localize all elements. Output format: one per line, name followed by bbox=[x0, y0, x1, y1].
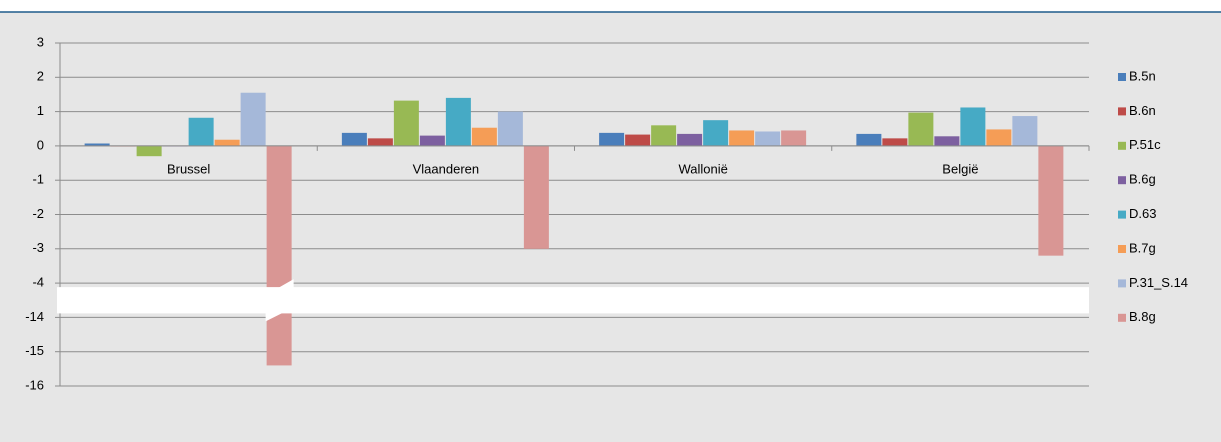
y-tick-label: 1 bbox=[37, 103, 44, 118]
y-tick-label: -4 bbox=[32, 275, 44, 290]
bar bbox=[781, 130, 807, 146]
legend-label: D.63 bbox=[1129, 206, 1156, 221]
bar bbox=[1012, 116, 1038, 146]
y-tick-label: -1 bbox=[32, 172, 44, 187]
legend-label: P.31_S.14 bbox=[1129, 275, 1188, 290]
bar bbox=[84, 143, 110, 146]
axis-break bbox=[265, 279, 294, 322]
y-tick-label: -3 bbox=[32, 240, 44, 255]
bar bbox=[651, 125, 677, 146]
y-tick-label: -16 bbox=[25, 377, 44, 392]
bar bbox=[703, 120, 729, 146]
legend-swatch bbox=[1118, 107, 1126, 116]
legend-label: B.5n bbox=[1129, 68, 1156, 83]
bar bbox=[266, 145, 292, 366]
y-tick-label: -15 bbox=[25, 343, 44, 358]
bar bbox=[497, 111, 523, 146]
y-tick-label: -14 bbox=[25, 309, 44, 324]
legend-swatch bbox=[1118, 245, 1126, 253]
bar bbox=[341, 132, 367, 146]
bar bbox=[523, 145, 549, 249]
legend-label: P.51c bbox=[1129, 137, 1161, 152]
top-strip bbox=[0, 0, 1221, 12]
bar bbox=[419, 135, 445, 146]
bar bbox=[755, 131, 781, 146]
bar bbox=[986, 129, 1012, 146]
bar bbox=[729, 130, 755, 146]
legend-swatch bbox=[1118, 210, 1126, 219]
x-tick-label: Wallonië bbox=[678, 161, 727, 176]
bar bbox=[136, 145, 162, 157]
x-tick-label: Vlaanderen bbox=[413, 161, 480, 176]
legend-label: B.7g bbox=[1129, 240, 1156, 255]
bar bbox=[882, 138, 908, 146]
axis-break bbox=[57, 287, 1089, 314]
x-tick-label: België bbox=[942, 161, 978, 176]
legend-label: B.6g bbox=[1129, 172, 1156, 187]
y-tick-label: 3 bbox=[37, 34, 44, 49]
bar bbox=[677, 133, 703, 146]
legend-swatch bbox=[1118, 176, 1126, 185]
bar bbox=[908, 112, 934, 146]
bar bbox=[188, 117, 214, 146]
bar bbox=[856, 133, 882, 146]
bar bbox=[599, 132, 625, 146]
bar bbox=[214, 139, 240, 146]
legend-label: B.8g bbox=[1129, 309, 1156, 324]
legend-swatch bbox=[1118, 279, 1126, 288]
bar bbox=[960, 107, 986, 146]
legend-label: B.6n bbox=[1129, 103, 1156, 118]
bar bbox=[393, 100, 419, 146]
y-tick-label: -2 bbox=[32, 206, 44, 221]
bar bbox=[471, 127, 497, 146]
bar bbox=[240, 92, 266, 146]
legend-swatch bbox=[1118, 313, 1126, 322]
legend-swatch bbox=[1118, 141, 1126, 150]
legend-swatch bbox=[1118, 73, 1126, 81]
bar bbox=[1038, 145, 1064, 256]
y-tick-label: 2 bbox=[37, 69, 44, 84]
y-tick-label: 0 bbox=[37, 137, 44, 152]
bar bbox=[445, 97, 471, 146]
x-tick-label: Brussel bbox=[167, 161, 210, 176]
bar bbox=[367, 138, 393, 146]
bar bbox=[625, 134, 651, 146]
bar bbox=[934, 136, 960, 146]
